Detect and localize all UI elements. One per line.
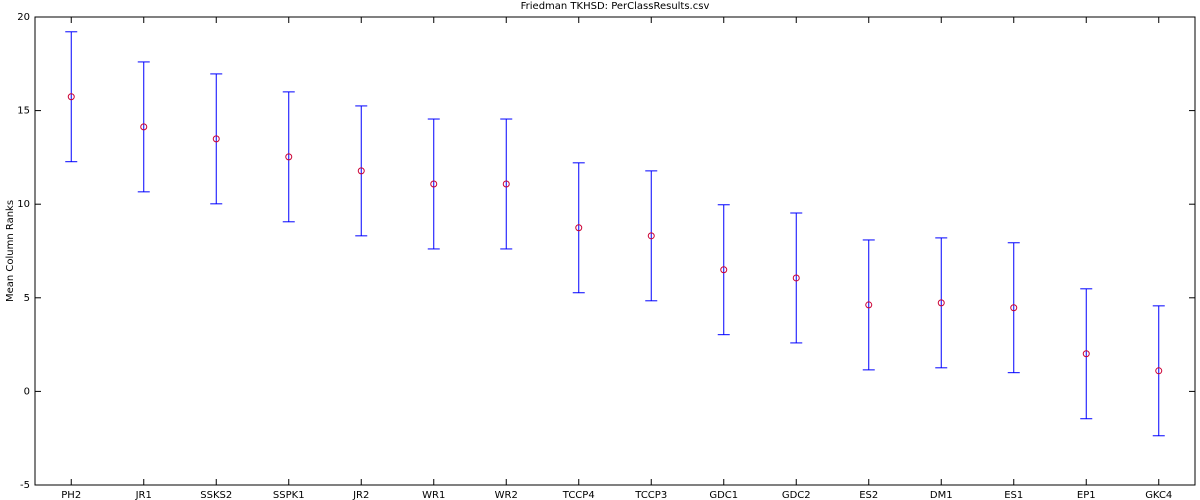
y-tick-label: 5 [24,293,30,304]
mean-marker [1010,304,1018,312]
x-tick-label: GDC2 [782,490,811,500]
y-tick-label: 0 [24,386,30,397]
x-tick-label: EP1 [1077,490,1096,500]
y-tick-label: -5 [20,480,30,491]
x-tick-label: SSKS2 [200,490,232,500]
mean-marker [647,232,655,240]
x-tick-label: WR1 [422,490,445,500]
x-tick-label: PH2 [61,490,81,500]
x-tick-label: ES2 [859,490,878,500]
x-tick-label: SSPK1 [273,490,305,500]
mean-marker [212,135,220,143]
chart-title: Friedman TKHSD: PerClassResults.csv [521,1,710,12]
x-tick-label: WR2 [495,490,518,500]
mean-marker [865,301,873,309]
y-tick-label: 20 [17,12,30,23]
y-tick-label: 10 [17,199,30,210]
mean-marker [575,224,583,232]
x-tick-label: TCCP4 [562,490,595,500]
mean-marker [285,153,293,161]
mean-marker [937,299,945,307]
x-tick-label: ES1 [1004,490,1023,500]
y-tick-label: 15 [17,106,30,117]
mean-marker [1155,367,1163,375]
x-tick-label: TCCP3 [634,490,667,500]
mean-marker [720,266,728,274]
x-tick-label: GDC1 [709,490,738,500]
x-tick-label: GKC4 [1145,490,1172,500]
mean-marker [430,180,438,188]
mean-marker [67,93,75,101]
mean-marker [1082,350,1090,358]
x-tick-label: JR2 [352,490,369,500]
mean-marker [792,274,800,282]
x-tick-label: JR1 [135,490,152,500]
x-tick-label: DM1 [930,490,953,500]
plot-frame [34,16,1196,486]
mean-marker [357,167,365,175]
mean-marker [502,180,510,188]
mean-marker [140,123,148,131]
y-axis-label: Mean Column Ranks [5,200,16,302]
